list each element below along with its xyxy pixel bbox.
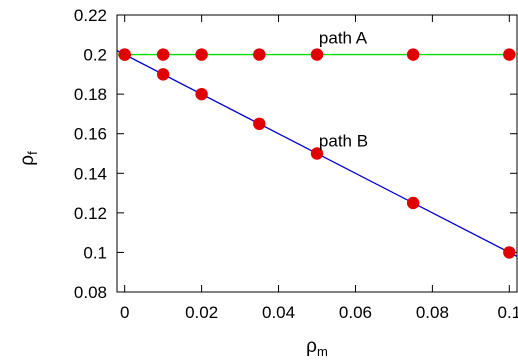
labels: 0 0.02 0.04 0.06 0.08 0.1 0.08 0.1 0.12 0.14 0.16 0… xyxy=(17,6,518,359)
x-axis-label-main: ρ xyxy=(306,336,317,357)
x-tick-label: 0.08 xyxy=(416,303,449,322)
data-point-b xyxy=(310,147,324,160)
data-point-b xyxy=(503,246,516,259)
y-tick-label: 0.14 xyxy=(74,164,107,183)
y-tick-label: 0.2 xyxy=(83,46,107,65)
x-axis-label: ρm xyxy=(306,336,328,359)
y-tick-label: 0.16 xyxy=(74,125,107,144)
x-tick-label: 0.06 xyxy=(339,303,372,322)
data-point-a xyxy=(195,48,208,61)
y-axis-label: ρf xyxy=(17,151,40,166)
y-axis-label-main: ρ xyxy=(17,155,38,166)
x-axis-label-subscript: m xyxy=(317,344,328,359)
data-point-b xyxy=(195,87,208,101)
data-points xyxy=(118,48,516,259)
plot-frame xyxy=(116,14,518,293)
y-tick-label: 0.12 xyxy=(74,204,107,223)
axes xyxy=(116,14,518,293)
data-point-a xyxy=(310,48,324,61)
x-tick-label: 0 xyxy=(120,303,129,322)
x-tick-label: 0.1 xyxy=(497,303,518,322)
data-point-a xyxy=(503,48,516,61)
y-tick-label: 0.08 xyxy=(74,283,107,302)
annotation-label: path A xyxy=(319,29,368,48)
data-point-b xyxy=(118,48,131,61)
data-point-a xyxy=(406,48,420,61)
data-point-b xyxy=(156,68,170,81)
y-tick-label: 0.22 xyxy=(74,6,107,25)
data-point-b xyxy=(406,196,420,210)
y-tick-label: 0.18 xyxy=(74,85,107,104)
data-point-b xyxy=(253,117,266,131)
data-point-a xyxy=(156,48,170,61)
annotation-label: path B xyxy=(319,132,368,151)
x-tick-label: 0.02 xyxy=(185,303,218,322)
y-tick-label: 0.1 xyxy=(83,243,107,262)
x-tick-label: 0.04 xyxy=(262,303,295,322)
y-axis-label-subscript: f xyxy=(25,151,40,155)
data-point-a xyxy=(253,48,266,61)
